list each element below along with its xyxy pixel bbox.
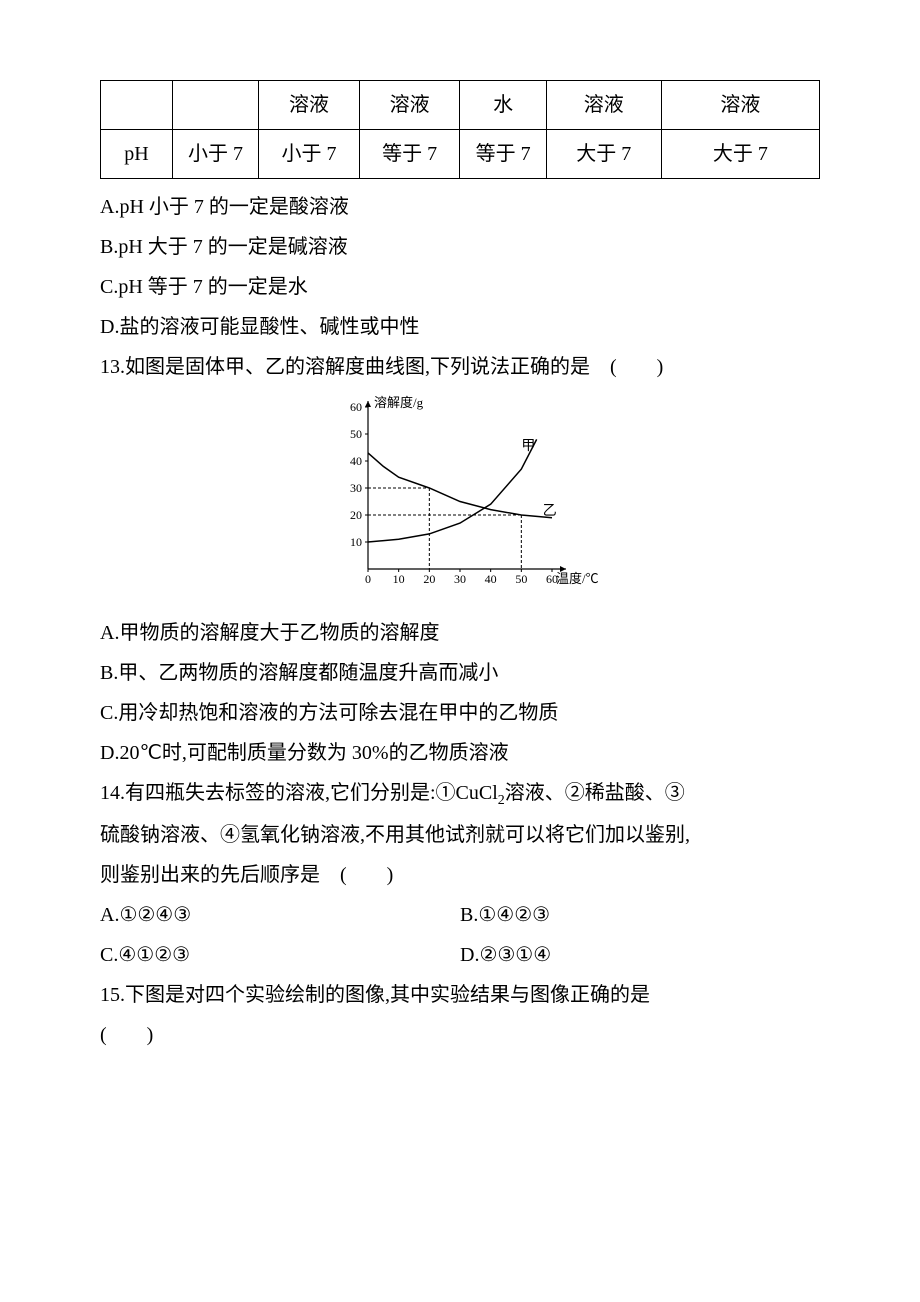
q12-option-c: C.pH 等于 7 的一定是水 bbox=[100, 267, 820, 307]
table-cell: 水 bbox=[460, 81, 546, 130]
q14-stem-part1: 14.有四瓶失去标签的溶液,它们分别是:①CuCl bbox=[100, 782, 498, 804]
table-cell bbox=[172, 81, 258, 130]
svg-text:30: 30 bbox=[350, 481, 362, 495]
subscript: 2 bbox=[498, 793, 505, 808]
table-cell: 溶液 bbox=[359, 81, 460, 130]
table-cell: 溶液 bbox=[259, 81, 360, 130]
table-cell: 等于 7 bbox=[460, 130, 546, 179]
q14-option-c: C.④①②③ bbox=[100, 935, 460, 975]
q14-stem-line3: 则鉴别出来的先后顺序是 ( ) bbox=[100, 855, 820, 895]
svg-text:溶解度/g: 溶解度/g bbox=[374, 395, 424, 410]
table-cell: 溶液 bbox=[546, 81, 661, 130]
q13-option-b: B.甲、乙两物质的溶解度都随温度升高而减小 bbox=[100, 653, 820, 693]
svg-text:20: 20 bbox=[350, 508, 362, 522]
q13-option-d: D.20℃时,可配制质量分数为 30%的乙物质溶液 bbox=[100, 733, 820, 773]
svg-text:50: 50 bbox=[350, 427, 362, 441]
q13-stem: 13.如图是固体甲、乙的溶解度曲线图,下列说法正确的是 ( ) bbox=[100, 347, 820, 387]
q12-option-b: B.pH 大于 7 的一定是碱溶液 bbox=[100, 227, 820, 267]
q12-option-d: D.盐的溶液可能显酸性、碱性或中性 bbox=[100, 307, 820, 347]
table-cell: 小于 7 bbox=[259, 130, 360, 179]
q13-option-c: C.用冷却热饱和溶液的方法可除去混在甲中的乙物质 bbox=[100, 693, 820, 733]
ph-table: 溶液 溶液 水 溶液 溶液 pH 小于 7 小于 7 等于 7 等于 7 大于 … bbox=[100, 80, 820, 179]
svg-text:0: 0 bbox=[365, 572, 371, 586]
svg-text:甲: 甲 bbox=[521, 439, 535, 454]
table-row: 溶液 溶液 水 溶液 溶液 bbox=[101, 81, 820, 130]
svg-text:乙: 乙 bbox=[543, 503, 557, 519]
q15-stem-line2: ( ) bbox=[100, 1015, 820, 1055]
svg-text:20: 20 bbox=[423, 572, 435, 586]
q14-option-b: B.①④②③ bbox=[460, 895, 820, 935]
q13-option-a: A.甲物质的溶解度大于乙物质的溶解度 bbox=[100, 613, 820, 653]
svg-text:60: 60 bbox=[350, 400, 362, 414]
q14-option-a: A.①②④③ bbox=[100, 895, 460, 935]
table-row: pH 小于 7 小于 7 等于 7 等于 7 大于 7 大于 7 bbox=[101, 130, 820, 179]
svg-text:40: 40 bbox=[485, 572, 497, 586]
svg-text:温度/℃: 温度/℃ bbox=[556, 571, 599, 586]
table-cell: 大于 7 bbox=[661, 130, 819, 179]
svg-text:40: 40 bbox=[350, 454, 362, 468]
svg-text:10: 10 bbox=[350, 535, 362, 549]
q14-stem: 14.有四瓶失去标签的溶液,它们分别是:①CuCl2溶液、②稀盐酸、③ bbox=[100, 773, 820, 815]
q14-stem-line2: 硫酸钠溶液、④氢氧化钠溶液,不用其他试剂就可以将它们加以鉴别, bbox=[100, 815, 820, 855]
table-cell: 小于 7 bbox=[172, 130, 258, 179]
q12-option-a: A.pH 小于 7 的一定是酸溶液 bbox=[100, 187, 820, 227]
svg-text:10: 10 bbox=[393, 572, 405, 586]
svg-text:30: 30 bbox=[454, 572, 466, 586]
q14-stem-part1-tail: 溶液、②稀盐酸、③ bbox=[505, 782, 685, 804]
solubility-chart: 0102030405060102030405060溶解度/g温度/℃甲乙 bbox=[100, 393, 820, 607]
table-cell: 大于 7 bbox=[546, 130, 661, 179]
table-cell bbox=[101, 81, 173, 130]
svg-text:50: 50 bbox=[515, 572, 527, 586]
q14-option-d: D.②③①④ bbox=[460, 935, 820, 975]
q15-stem-line1: 15.下图是对四个实验绘制的图像,其中实验结果与图像正确的是 bbox=[100, 975, 820, 1015]
table-cell: 等于 7 bbox=[359, 130, 460, 179]
table-cell: 溶液 bbox=[661, 81, 819, 130]
table-cell: pH bbox=[101, 130, 173, 179]
